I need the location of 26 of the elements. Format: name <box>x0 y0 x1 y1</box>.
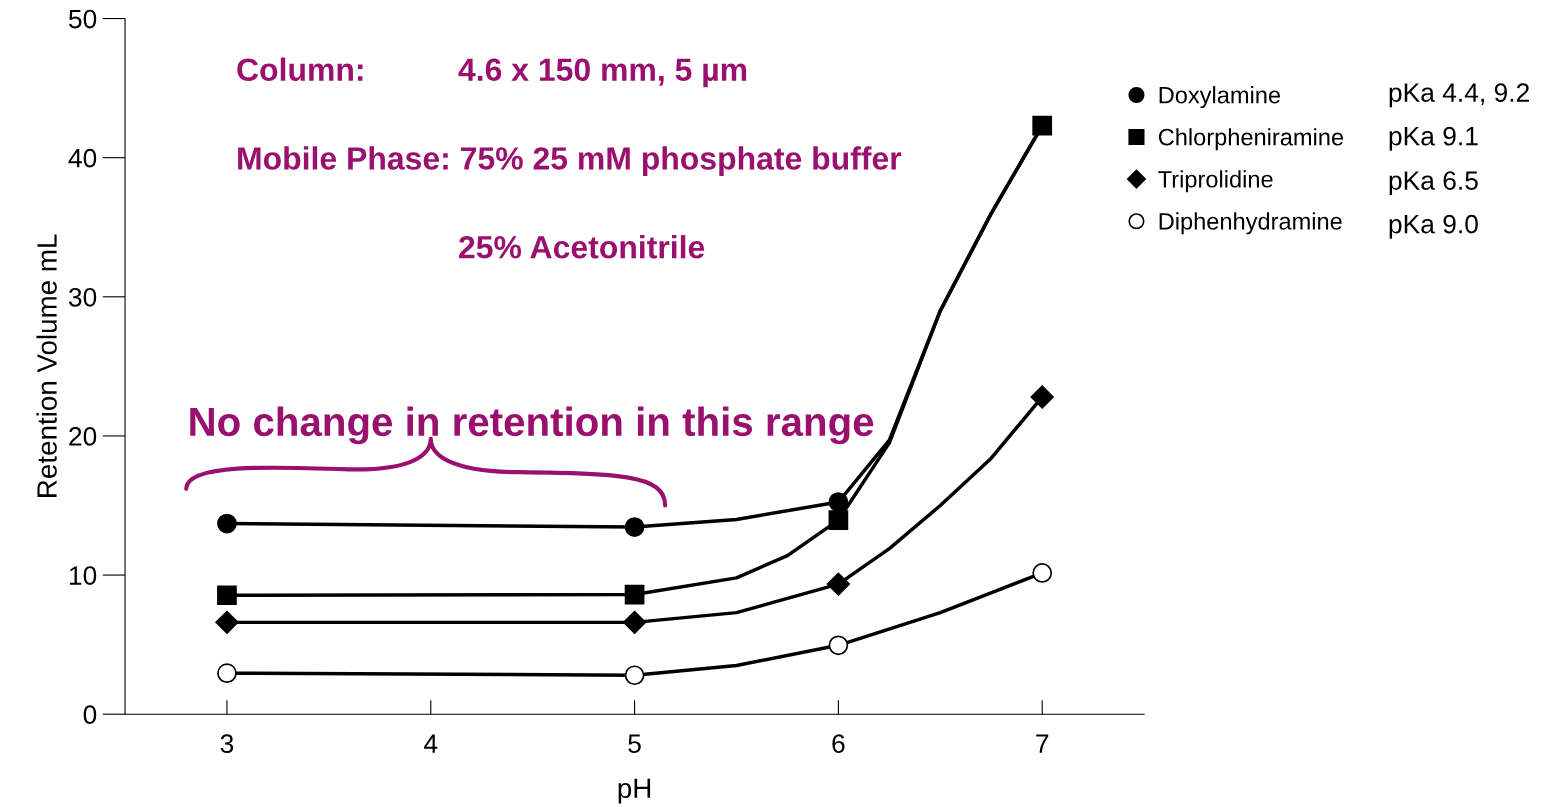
x-tick-label: 5 <box>628 734 641 754</box>
y-tick-label: 50 <box>68 9 97 29</box>
y-axis-title: Retention Volume mL <box>36 234 57 497</box>
legend-label: Triprolidine <box>1158 170 1273 193</box>
x-tick-label: 3 <box>220 734 234 754</box>
y-tick-label: 40 <box>68 148 97 168</box>
annotation: 4.6 x 150 mm, 5 µm <box>458 58 747 88</box>
text: pKa 6.5 <box>1389 171 1478 196</box>
annotation: Column: <box>237 57 363 82</box>
y-tick-label: 10 <box>69 566 97 585</box>
annotation: 25% Acetonitrile <box>459 235 705 259</box>
annotation: Mobile Phase: 75% 25 mM phosphate buffer <box>238 146 902 177</box>
annotation: No change in retention in this range <box>190 406 874 445</box>
x-tick-label: 4 <box>424 734 438 753</box>
text: pKa 4.4, 9.2 <box>1389 83 1529 108</box>
text: pKa 9.1 <box>1389 126 1478 151</box>
y-tick-label: 20 <box>69 427 97 446</box>
legend-label: Diphenhydramine <box>1159 212 1342 235</box>
x-axis-title: pH <box>618 778 651 804</box>
text: pKa 9.0 <box>1389 214 1478 239</box>
legend-label: Doxylamine <box>1159 86 1281 109</box>
x-tick-label: 6 <box>832 734 845 754</box>
y-tick-label: 30 <box>68 287 97 307</box>
x-tick-label: 7 <box>1036 734 1049 753</box>
y-tick-label: 0 <box>83 705 97 725</box>
legend-label: Chlorpheniramine <box>1158 128 1344 151</box>
